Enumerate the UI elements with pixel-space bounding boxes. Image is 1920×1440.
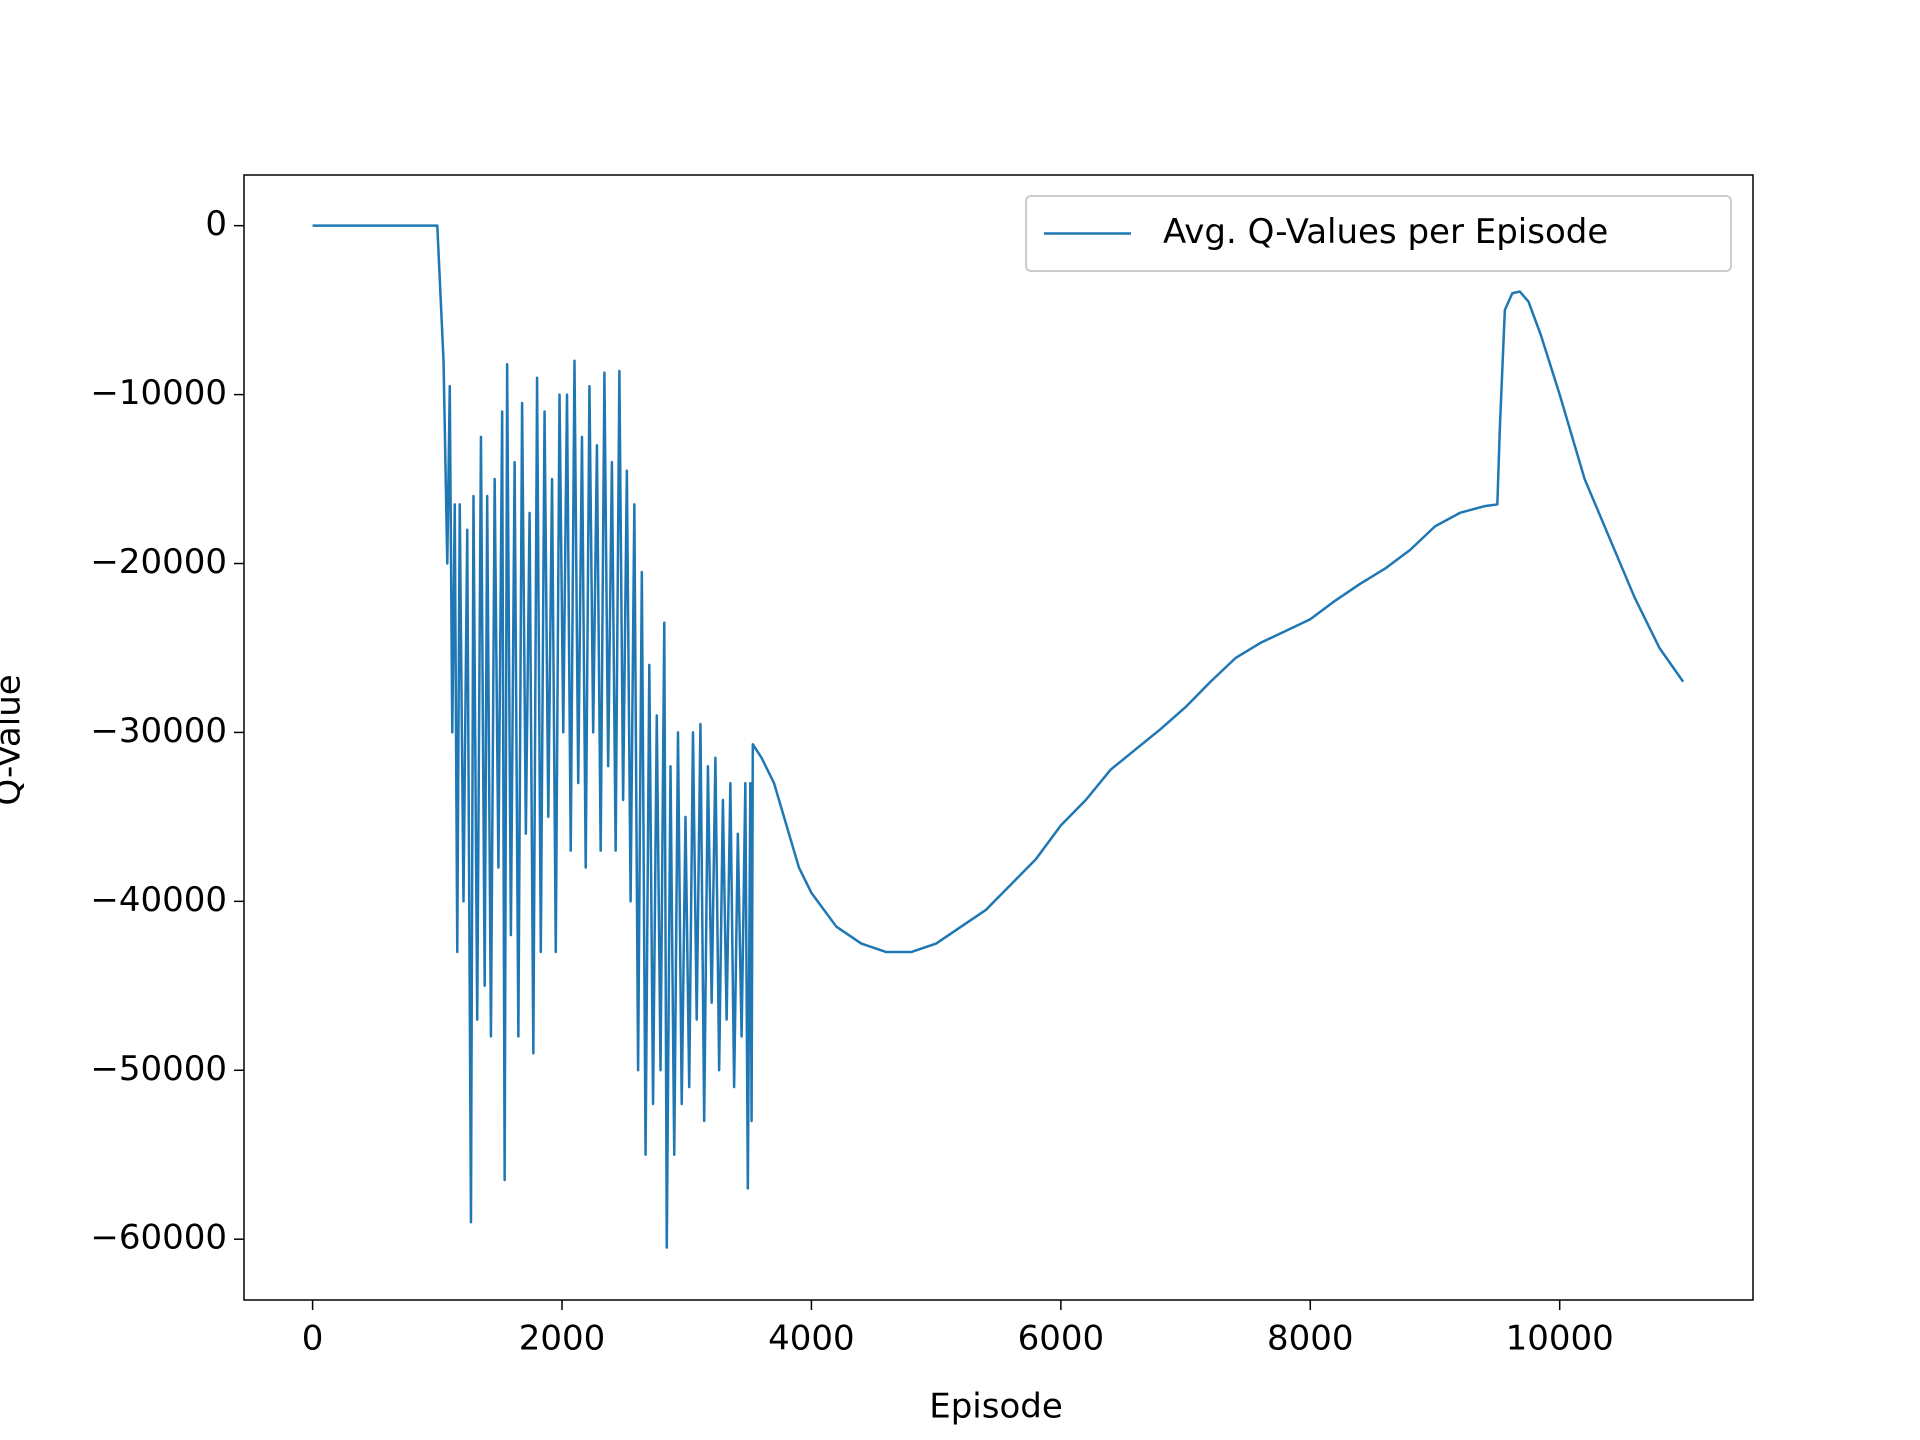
x-tick-label: 0: [302, 1319, 324, 1359]
y-tick-label: −30000: [90, 711, 227, 751]
line-series: [312, 224, 1685, 1249]
x-tick-label: 8000: [1267, 1319, 1354, 1359]
x-tick-label: 6000: [1018, 1319, 1105, 1359]
legend-box: [1025, 195, 1732, 272]
y-tick-label: 0: [205, 204, 227, 244]
y-tick-label: −40000: [90, 880, 227, 920]
y-tick-label: −20000: [90, 542, 227, 582]
y-axis-label: Q-Value: [0, 674, 29, 805]
x-tick-label: 10000: [1506, 1319, 1614, 1359]
y-tick-label: −50000: [90, 1049, 227, 1089]
legend-label: Avg. Q-Values per Episode: [1163, 212, 1608, 252]
x-tick-label: 4000: [768, 1319, 855, 1359]
x-tick-label: 2000: [519, 1319, 606, 1359]
y-tick-label: −10000: [90, 373, 227, 413]
y-tick-label: −60000: [90, 1218, 227, 1258]
plot-frame: [243, 174, 1754, 1301]
x-axis-label: Episode: [929, 1387, 1063, 1427]
